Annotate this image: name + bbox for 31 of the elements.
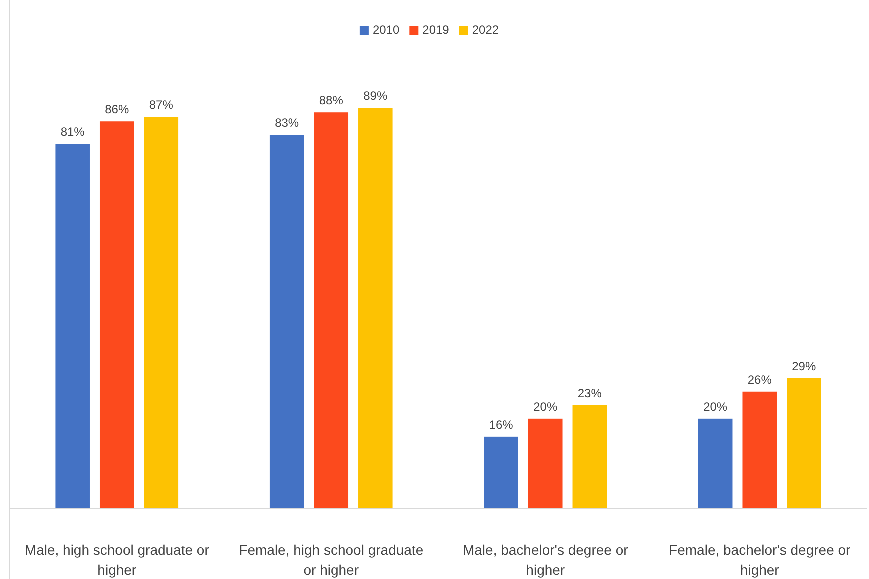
bar <box>100 122 134 509</box>
data-label: 81% <box>60 125 86 140</box>
bar <box>787 378 822 509</box>
data-label: 29% <box>792 359 816 374</box>
data-label: 20% <box>704 400 728 414</box>
bar <box>698 418 733 509</box>
bar <box>270 135 304 509</box>
x-tick-label: Male, bachelor's degree or higher <box>462 542 629 578</box>
data-label: 26% <box>748 372 772 387</box>
data-label: 89% <box>364 89 388 104</box>
data-label: 83% <box>275 116 300 130</box>
data-label: 88% <box>319 94 344 108</box>
bar <box>314 112 349 509</box>
bar <box>572 405 608 509</box>
legend-label: 2010 <box>372 23 400 37</box>
data-label: 86% <box>105 102 130 117</box>
x-tick-label: Male, high school graduate or higher <box>24 542 210 578</box>
legend-label: 2022 <box>472 23 500 37</box>
bar <box>484 436 518 509</box>
data-label: 87% <box>149 98 174 112</box>
bar <box>528 418 563 509</box>
x-tick-label: Female, high school graduate or higher <box>239 542 424 578</box>
bar <box>742 392 778 509</box>
data-label: 16% <box>489 418 514 432</box>
x-tick-label: Female, bachelor's degree or higher <box>669 542 852 578</box>
bar <box>144 117 179 509</box>
data-label: 20% <box>534 400 558 414</box>
bar <box>56 144 90 509</box>
data-label: 23% <box>578 386 602 400</box>
bar <box>358 108 393 509</box>
legend-label: 2019 <box>422 23 450 37</box>
